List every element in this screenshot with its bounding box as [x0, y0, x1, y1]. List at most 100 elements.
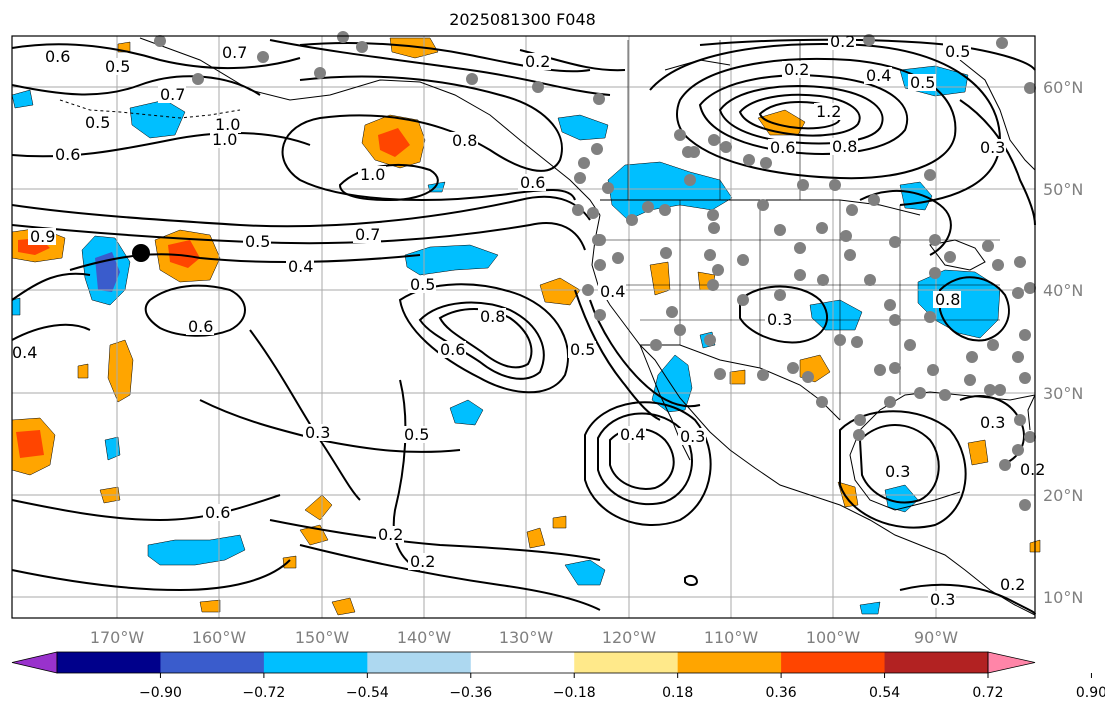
station-dot [846, 204, 858, 216]
shade-pos [282, 555, 297, 569]
contour-line [574, 289, 661, 421]
contour-label: 0.6 [205, 503, 230, 522]
contour-label-bg [908, 74, 936, 91]
contour-label-bg [782, 61, 810, 78]
contour-label: 0.2 [784, 60, 809, 79]
contour-label: 1.0 [212, 130, 237, 149]
contour-line [11, 195, 591, 228]
station-dot [737, 254, 749, 266]
station-dot [964, 374, 976, 386]
contour-label: 0.4 [620, 425, 645, 444]
contour-label: 0.3 [680, 427, 705, 446]
station-dot [889, 314, 901, 326]
latitude-label: 60°N [1043, 78, 1083, 97]
station-dot [466, 73, 478, 85]
contour-label-bg [10, 344, 38, 361]
contour-label: 0.5 [105, 57, 130, 76]
colorbar-tick-label: 0.36 [766, 685, 797, 701]
colorbar-extend-min [11, 651, 58, 674]
contour-label: 0.2 [525, 52, 550, 71]
contour-line [249, 329, 361, 501]
contour-label-bg [1018, 461, 1046, 478]
contour-label: 0.8 [935, 290, 960, 309]
station-dot [708, 222, 720, 234]
station-dot [853, 429, 865, 441]
contour-label-bg [376, 526, 404, 543]
station-dot [337, 31, 349, 43]
contour-label: 0.2 [830, 32, 855, 51]
contour-line [11, 222, 586, 251]
contour-label-bg [978, 139, 1006, 156]
contour-line [269, 519, 601, 561]
longitude-label: 160°W [192, 628, 247, 647]
contour-label-bg [402, 426, 430, 443]
contour-line [398, 283, 569, 394]
contour-label: 0.7 [355, 225, 380, 244]
shade-pos [168, 240, 200, 268]
station-dot [1024, 282, 1036, 294]
longitude-label: 140°W [397, 628, 452, 647]
contour-label: 0.2 [1020, 460, 1045, 479]
station-dot [708, 134, 720, 146]
shade-pos [552, 515, 567, 529]
shade-neg [859, 601, 881, 615]
station-dot [987, 339, 999, 351]
contour-label-bg [103, 58, 131, 75]
contour-label: 0.3 [980, 138, 1005, 157]
shade-pos [199, 599, 221, 613]
contour-label: 0.6 [520, 173, 545, 192]
station-dot [757, 369, 769, 381]
station-dot [257, 51, 269, 63]
contour-line [299, 544, 601, 611]
contour-label: 0.5 [245, 232, 270, 251]
contour-label-bg [678, 428, 706, 445]
station-dot [817, 274, 829, 286]
colorbar-tick-label: 0.72 [972, 685, 1003, 701]
contour-label: 0.5 [410, 275, 435, 294]
contour-label-bg [286, 258, 314, 275]
station-dot [1019, 329, 1031, 341]
coastline-layer [59, 37, 1036, 616]
colorbar-segment [574, 652, 679, 673]
station-dot [904, 339, 916, 351]
contour-label: 0.3 [767, 310, 792, 329]
contour-label: 0.8 [832, 137, 857, 156]
station-dot [594, 234, 606, 246]
station-dot [834, 334, 846, 346]
contour-label-bg [83, 114, 111, 131]
contour-label: 0.3 [980, 413, 1005, 432]
gulf-coast [849, 391, 1036, 511]
station-dot [666, 306, 678, 318]
station-dot [704, 249, 716, 261]
colorbar-tick-label: 0.54 [869, 685, 900, 701]
contour-label-bg [203, 504, 231, 521]
contour-line [718, 85, 884, 145]
map-title: 2025081300 F048 [449, 10, 596, 29]
station-dot [574, 172, 586, 184]
station-dot [863, 34, 875, 46]
station-dot [572, 204, 584, 216]
station-dot [743, 154, 755, 166]
contour-label: 0.3 [930, 590, 955, 609]
contour-line [859, 189, 952, 256]
station-dot [939, 389, 951, 401]
longitude-labels: 170°W 160°W 150°W 140°W 130°W 120°W 110°W 100°W… [90, 628, 958, 647]
contour-line [899, 583, 1036, 615]
contour-label: 0.5 [945, 42, 970, 61]
contour-label-bg [158, 86, 186, 103]
station-dot [929, 267, 941, 279]
colorbar-segment [160, 652, 265, 673]
station-dot [851, 336, 863, 348]
contour-label-bg [358, 166, 386, 183]
contour-line [11, 75, 261, 96]
shade-neg [147, 534, 246, 566]
station-dot [774, 289, 786, 301]
contour-label-bg [828, 33, 856, 50]
colorbar-segment [781, 652, 886, 673]
station-dot [707, 279, 719, 291]
contour-label-bg [598, 283, 626, 300]
colorbar-tick-label: 0.18 [662, 685, 693, 701]
colorbar-segment [367, 652, 472, 673]
station-dot [844, 249, 856, 261]
